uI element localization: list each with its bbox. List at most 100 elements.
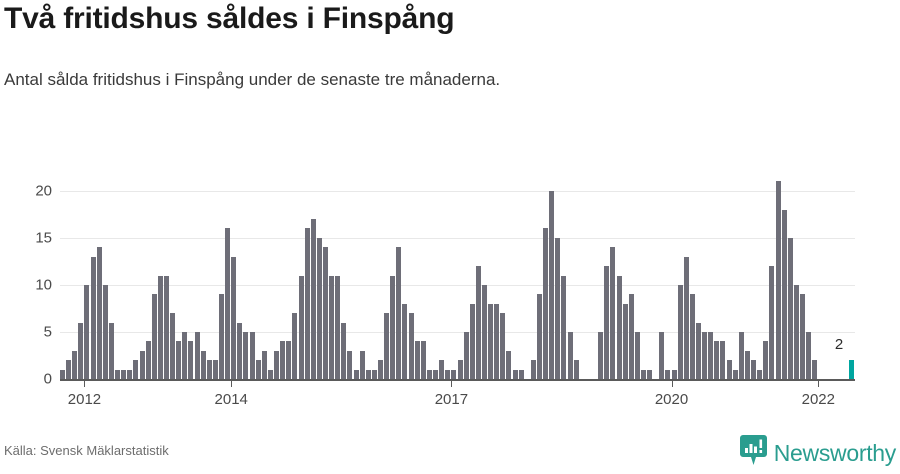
x-axis-tick-mark: [451, 381, 453, 387]
bar: [304, 228, 310, 379]
bar: [561, 275, 567, 379]
y-axis-tick-label: 0: [43, 370, 52, 388]
bar: [757, 369, 763, 379]
bar: [274, 350, 280, 379]
bar: [90, 256, 96, 379]
bar: [133, 360, 139, 379]
bar: [390, 275, 396, 379]
source-note: Källa: Svensk Mäklarstatistik: [4, 443, 169, 458]
bar: [225, 228, 231, 379]
bar: [720, 341, 726, 379]
bar: [506, 350, 512, 379]
x-axis-tick-mark: [818, 381, 820, 387]
bar: [598, 331, 604, 379]
bar: [744, 350, 750, 379]
bar: [396, 247, 402, 379]
bar: [683, 256, 689, 379]
bar: [408, 313, 414, 379]
bar: [500, 313, 506, 379]
x-axis-tick-label: 2020: [654, 391, 689, 408]
bar: [732, 369, 738, 379]
page-title: Två fritidshus såldes i Finspång: [4, 2, 455, 35]
x-axis-tick-label: 2022: [801, 391, 835, 408]
bar: [530, 360, 536, 379]
bar: [488, 303, 494, 379]
gridline: [60, 284, 855, 286]
bar: [115, 369, 121, 379]
bars-container: [60, 172, 855, 379]
bar: [714, 341, 720, 379]
bar: [108, 322, 114, 379]
gridline: [60, 331, 855, 333]
bar-value-label: 2: [834, 336, 844, 354]
x-axis-tick-label: 2012: [67, 391, 102, 408]
bar: [781, 209, 787, 379]
bar: [188, 341, 194, 379]
bar: [659, 331, 665, 379]
chart-subtitle: Antal sålda fritidshus i Finspång under …: [4, 70, 501, 89]
bar: [640, 369, 646, 379]
bar: [384, 313, 390, 379]
bar: [347, 350, 353, 379]
bar: [751, 360, 757, 379]
bar: [769, 266, 775, 379]
bar: [457, 360, 463, 379]
bar: [329, 275, 335, 379]
bar: [353, 369, 359, 379]
bar: [60, 369, 65, 379]
bar: [787, 237, 793, 379]
bar: [206, 360, 212, 379]
bar: [604, 266, 610, 379]
bar: [610, 247, 616, 379]
bar: [738, 331, 744, 379]
bar: [72, 350, 78, 379]
x-axis-tick-mark: [84, 381, 86, 387]
bar: [243, 331, 249, 379]
bar: [439, 360, 445, 379]
bar: [96, 247, 102, 379]
bar: [102, 284, 108, 379]
bar: [335, 275, 341, 379]
bar: [775, 181, 781, 379]
x-axis-tick-label: 2014: [214, 391, 248, 408]
gridline: [60, 190, 855, 192]
bar: [518, 369, 524, 379]
bar: [163, 275, 169, 379]
x-axis-tick-mark: [231, 381, 233, 387]
bar: [371, 369, 377, 379]
bar: [622, 303, 628, 379]
bar: [212, 360, 218, 379]
bar: [689, 294, 695, 379]
bar: [292, 313, 298, 379]
bar: [121, 369, 127, 379]
bar: [481, 284, 487, 379]
bar: [634, 331, 640, 379]
bar: [261, 350, 267, 379]
bar: [426, 369, 432, 379]
bar: [255, 360, 261, 379]
y-axis-tick-label: 15: [35, 229, 52, 247]
bar: [170, 313, 176, 379]
bar: [127, 369, 133, 379]
bar: [280, 341, 286, 379]
bar: [708, 331, 714, 379]
bar: [194, 331, 200, 379]
bar: [433, 369, 439, 379]
y-axis-tick-label: 10: [35, 276, 52, 294]
bar: [231, 256, 237, 379]
bar: [402, 303, 408, 379]
bar: [249, 331, 255, 379]
bar: [365, 369, 371, 379]
bar: [359, 350, 365, 379]
newsworthy-logo[interactable]: Newsworthy: [739, 435, 896, 471]
bar: [420, 341, 426, 379]
bar: [567, 331, 573, 379]
bar: [176, 341, 182, 379]
newsworthy-pin-bars-icon: [739, 435, 767, 471]
bar: [341, 322, 347, 379]
y-axis: 0 5 10 15 20: [0, 172, 52, 387]
bar: [665, 369, 671, 379]
bar: [647, 369, 653, 379]
bar: [237, 322, 243, 379]
bar: [512, 369, 518, 379]
